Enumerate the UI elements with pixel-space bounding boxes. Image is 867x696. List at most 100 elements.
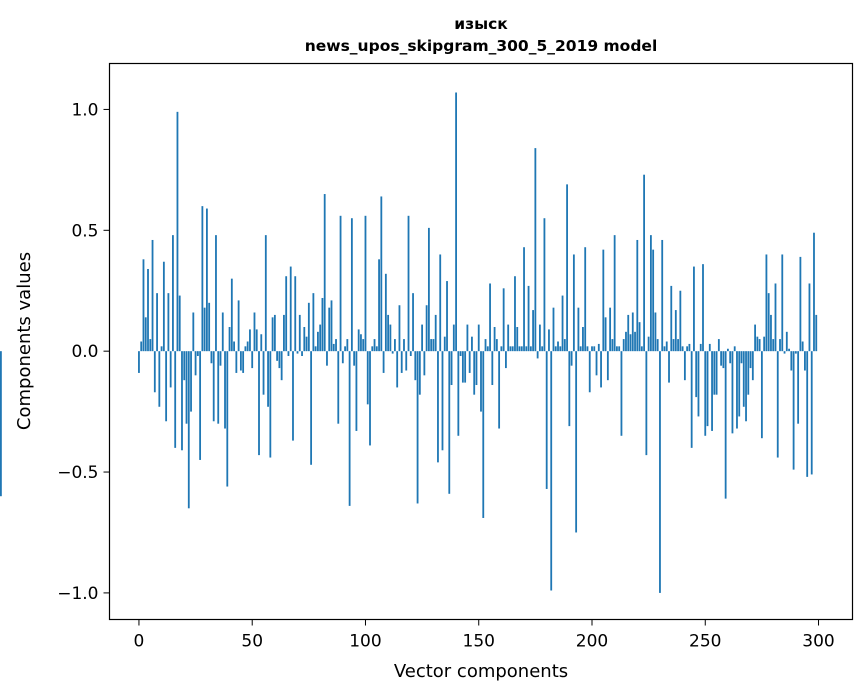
bar bbox=[523, 247, 525, 352]
bar bbox=[375, 346, 378, 352]
bar bbox=[382, 351, 385, 373]
bar bbox=[582, 327, 584, 352]
bar bbox=[770, 314, 772, 352]
bar bbox=[661, 239, 664, 352]
bar bbox=[693, 266, 695, 352]
bar bbox=[215, 235, 217, 352]
bar bbox=[636, 239, 639, 352]
bar bbox=[706, 351, 709, 427]
bar bbox=[387, 314, 390, 352]
bar bbox=[251, 351, 254, 369]
bar bbox=[808, 283, 811, 352]
bar bbox=[371, 346, 374, 352]
bar bbox=[206, 208, 208, 352]
bar bbox=[656, 339, 659, 352]
bar bbox=[534, 148, 537, 352]
y-tick-label: 0.5 bbox=[71, 221, 98, 241]
bar bbox=[484, 339, 487, 352]
bar bbox=[323, 194, 326, 352]
bar bbox=[649, 235, 652, 352]
bar bbox=[640, 346, 643, 352]
bar bbox=[285, 276, 288, 352]
bar bbox=[507, 324, 510, 352]
bar bbox=[373, 339, 376, 352]
bar bbox=[317, 331, 319, 352]
bar bbox=[561, 295, 564, 352]
bar bbox=[731, 351, 734, 434]
bar bbox=[464, 351, 467, 383]
bar bbox=[518, 346, 521, 352]
bar bbox=[758, 339, 761, 352]
bar bbox=[654, 312, 657, 352]
bar bbox=[634, 331, 636, 352]
bar bbox=[380, 196, 383, 352]
bar bbox=[468, 351, 471, 373]
bar bbox=[425, 305, 428, 352]
bar bbox=[729, 351, 732, 364]
bar bbox=[738, 351, 741, 417]
bar bbox=[437, 351, 439, 463]
bar bbox=[321, 297, 324, 352]
bar bbox=[677, 339, 679, 352]
bar bbox=[246, 341, 249, 352]
bar bbox=[668, 351, 670, 383]
bar bbox=[414, 351, 417, 381]
bar bbox=[283, 314, 285, 352]
bar bbox=[312, 293, 315, 352]
bar bbox=[629, 334, 632, 352]
bar bbox=[432, 339, 435, 352]
bar bbox=[269, 351, 272, 458]
bar bbox=[138, 351, 140, 373]
x-axis-label: Vector components bbox=[394, 661, 568, 682]
bar bbox=[307, 302, 310, 352]
bar bbox=[799, 256, 802, 352]
bar bbox=[341, 351, 344, 364]
bar bbox=[330, 300, 333, 352]
bar bbox=[538, 324, 541, 352]
bar bbox=[572, 254, 575, 352]
bar bbox=[471, 336, 473, 352]
bar bbox=[203, 307, 206, 352]
bar bbox=[702, 264, 704, 352]
bar bbox=[405, 351, 408, 371]
bar bbox=[151, 239, 154, 352]
bar bbox=[663, 346, 666, 352]
bar bbox=[613, 235, 616, 352]
bar bbox=[144, 317, 147, 352]
bar bbox=[779, 339, 781, 352]
bar bbox=[335, 339, 337, 352]
bar bbox=[235, 351, 238, 373]
bar bbox=[396, 351, 399, 388]
bar bbox=[255, 329, 258, 352]
bar bbox=[366, 351, 369, 405]
bar bbox=[276, 351, 279, 361]
bar bbox=[165, 351, 168, 422]
bar bbox=[459, 351, 462, 356]
bar bbox=[554, 346, 557, 352]
bar bbox=[604, 317, 607, 352]
bar bbox=[505, 351, 507, 369]
bar bbox=[262, 351, 265, 395]
bar bbox=[178, 295, 181, 352]
bar bbox=[627, 314, 630, 352]
bar bbox=[665, 341, 668, 352]
bar bbox=[690, 351, 693, 448]
x-tick-label: 100 bbox=[349, 632, 381, 652]
bar bbox=[511, 346, 514, 352]
bar bbox=[595, 351, 598, 376]
y-axis-ticks: −1.0 −0.5 0.0 0.5 1.0 bbox=[57, 100, 110, 604]
bar bbox=[162, 261, 165, 352]
bar bbox=[767, 293, 770, 352]
bar bbox=[230, 278, 233, 352]
bar bbox=[298, 314, 301, 352]
bar bbox=[310, 351, 313, 465]
bar bbox=[183, 351, 186, 381]
bar bbox=[421, 324, 424, 352]
bar bbox=[813, 232, 815, 352]
bar bbox=[219, 351, 222, 366]
bar bbox=[239, 351, 242, 371]
bar bbox=[801, 341, 804, 352]
bar bbox=[514, 276, 516, 352]
bar bbox=[772, 339, 775, 352]
bar bbox=[362, 339, 365, 352]
